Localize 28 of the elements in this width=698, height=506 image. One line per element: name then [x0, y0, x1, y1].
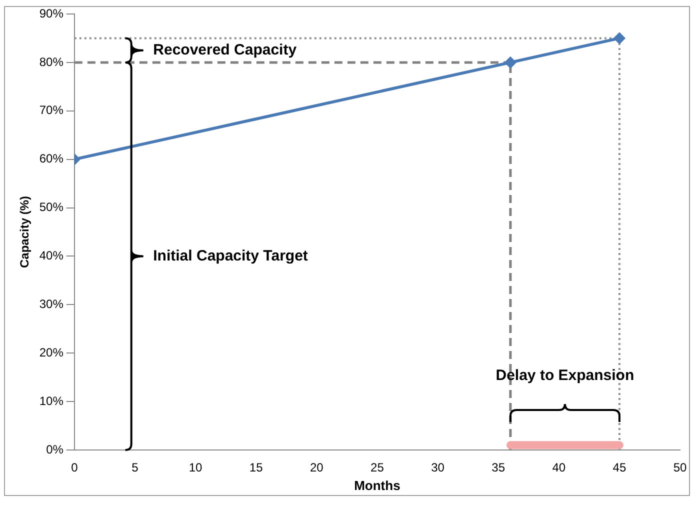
- y-tick-label: 40%: [39, 248, 64, 263]
- point: [614, 32, 625, 44]
- x-axis-title: Months: [354, 478, 400, 493]
- annotation: Recovered Capacity: [153, 41, 298, 58]
- x-tick-label: 40: [552, 460, 566, 475]
- y-tick-label: 50%: [39, 200, 64, 214]
- y-axis-title: Capacity (%): [18, 196, 32, 268]
- y-tick-label: 20%: [39, 345, 64, 360]
- x-tick-label: 25: [370, 460, 384, 475]
- y-tick-label: 30%: [39, 296, 64, 311]
- y-tick-label: 70%: [39, 103, 64, 118]
- y-tick-label: 80%: [39, 54, 64, 69]
- x-tick-label: 10: [188, 460, 203, 475]
- annotation: Delay to Expansion: [496, 367, 634, 384]
- x-tick-label: 15: [249, 460, 264, 475]
- y-tick-label: 10%: [39, 394, 64, 408]
- x-tick-label: 0: [71, 460, 78, 475]
- y-tick-label: 0%: [46, 442, 64, 456]
- x-tick-label: 50: [673, 460, 687, 475]
- x-tick-label: 35: [492, 460, 506, 475]
- point: [504, 56, 516, 68]
- x-tick-label: 45: [612, 460, 626, 475]
- x-tick-label: 5: [132, 460, 139, 475]
- y-tick-label: 90%: [39, 6, 64, 20]
- x-tick-label: 30: [431, 460, 445, 475]
- annotation: Initial Capacity Target: [153, 247, 308, 264]
- x-tick-label: 20: [310, 460, 324, 475]
- y-tick-label: 60%: [39, 152, 64, 166]
